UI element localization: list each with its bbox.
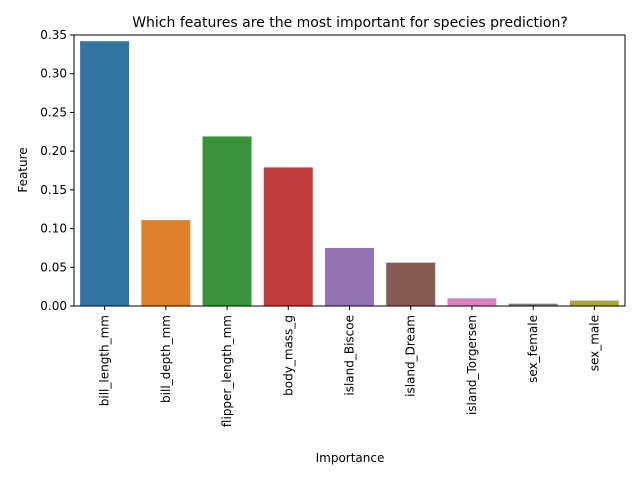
y-axis-label: Feature [16, 147, 30, 192]
x-tick-label: sex_female [526, 315, 540, 383]
bars-group [80, 41, 619, 307]
bar-island-Torgersen [447, 298, 497, 306]
bar-sex-male [569, 300, 619, 306]
x-tick-label: bill_depth_mm [159, 315, 173, 403]
y-tick-label: 0.35 [40, 28, 67, 42]
bar-body-mass-g [263, 167, 313, 306]
chart-title: Which features are the most important fo… [132, 15, 568, 31]
x-axis-label: Importance [316, 451, 385, 465]
x-tick-label: body_mass_g [281, 315, 295, 396]
plot-frame [73, 34, 626, 307]
bar-island-Dream [386, 262, 436, 306]
x-tick-label: flipper_length_mm [220, 315, 234, 427]
y-tick-label: 0.10 [40, 222, 67, 236]
y-tick-label: 0.20 [40, 144, 67, 158]
x-tick-label: island_Torgersen [465, 315, 479, 415]
y-tick-label: 0.05 [40, 260, 67, 274]
y-tick-label: 0.00 [40, 299, 67, 313]
bar-bill-depth-mm [141, 220, 191, 306]
y-tick-label: 0.25 [40, 105, 67, 119]
y-tick-label: 0.15 [40, 183, 67, 197]
bar-sex-female [508, 303, 558, 306]
bar-island-Biscoe [325, 247, 374, 306]
x-axis: bill_length_mm bill_depth_mm flipper_lengt… [98, 306, 601, 427]
x-tick-label: island_Dream [404, 315, 418, 397]
x-tick-label: bill_length_mm [98, 315, 112, 406]
y-axis: 0.00 0.05 0.10 0.15 0.20 0.25 0.30 0.35 [40, 28, 74, 313]
y-tick-label: 0.30 [40, 67, 67, 81]
bar-flipper-length-mm [202, 136, 252, 306]
bar-bill-length-mm [80, 41, 130, 307]
x-tick-label: sex_male [587, 315, 601, 371]
x-tick-label: island_Biscoe [343, 315, 357, 396]
